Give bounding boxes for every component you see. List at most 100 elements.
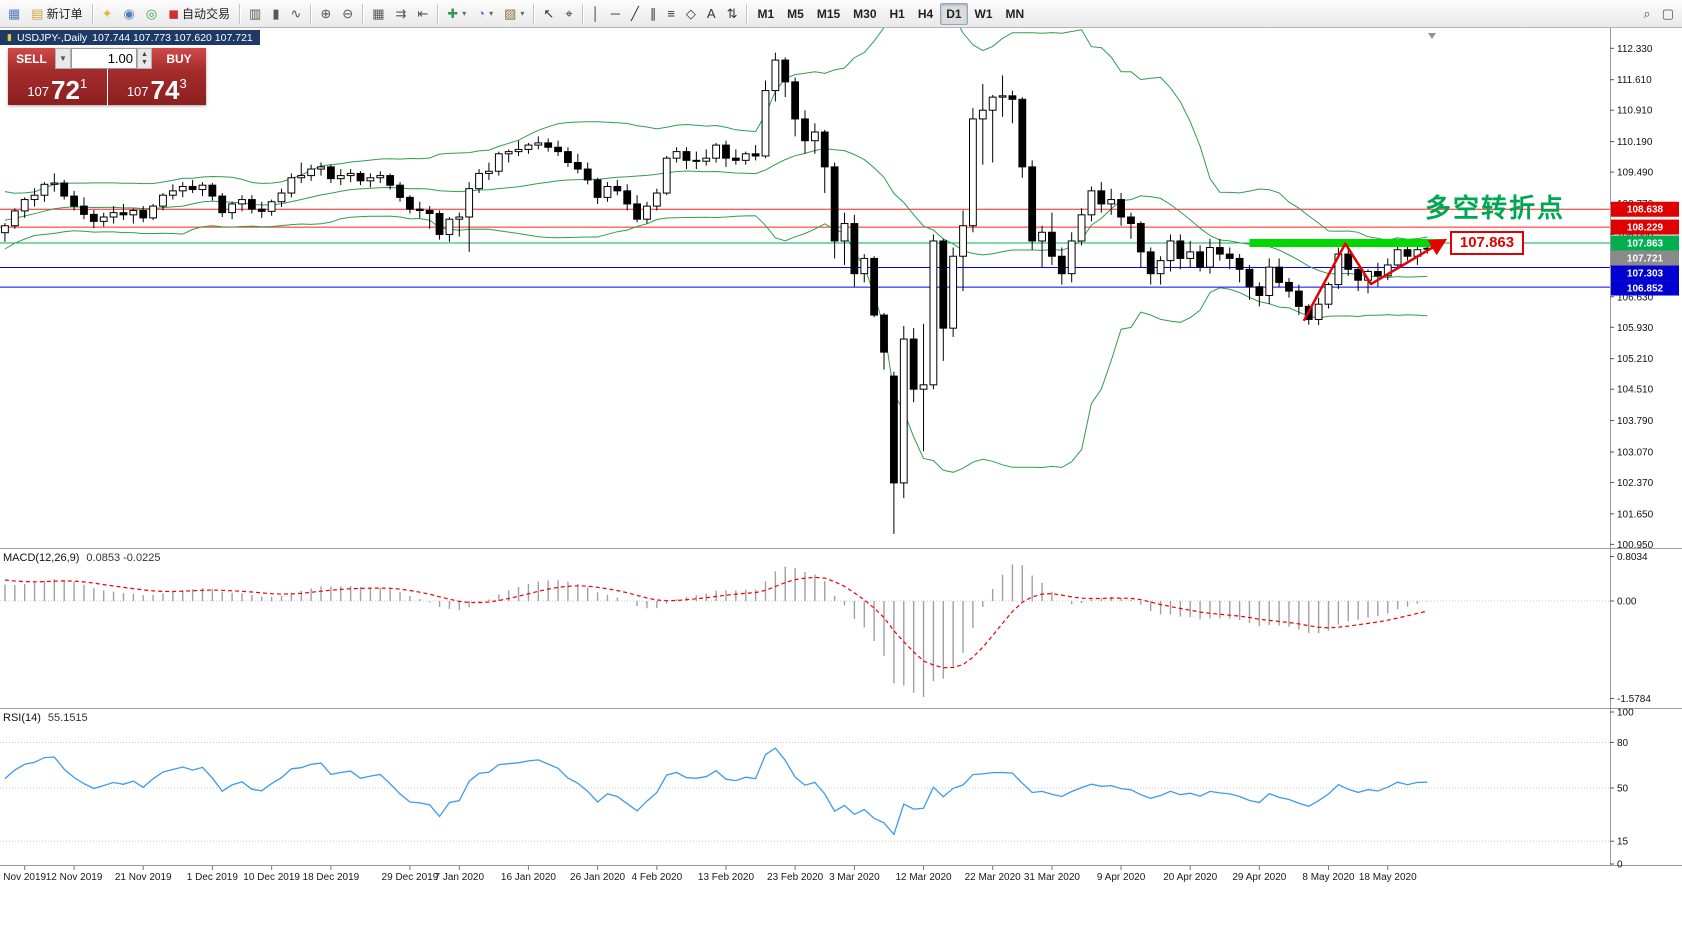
crosshair-icon[interactable]: ⌖ (560, 3, 577, 25)
arrows-icon[interactable]: ⇅ (722, 3, 743, 25)
fibonacci-icon[interactable]: ≡ (662, 3, 680, 25)
toolbar-separator (581, 3, 583, 24)
date-axis-label: 16 Jan 2020 (501, 872, 556, 883)
dropdown-caret-icon: ▾ (520, 9, 525, 18)
channel-icon[interactable]: ∥ (645, 3, 662, 25)
timeframe-h4[interactable]: H4 (912, 3, 939, 25)
timeframe-m5[interactable]: M5 (781, 3, 810, 25)
macd-panel[interactable] (0, 549, 1610, 708)
macd-values: 0.0853 -0.0225 (86, 552, 161, 564)
cursor-icon: ↖ (543, 6, 555, 21)
date-axis-label: 7 Jan 2020 (435, 872, 485, 883)
new-order-button-label: 新订单 (46, 7, 83, 21)
price-axis-label: 106.630 (1617, 292, 1654, 303)
horizontal-line-icon: ─ (610, 6, 620, 21)
rsi-panel[interactable] (0, 709, 1610, 865)
crosshair-icon: ⌖ (565, 6, 573, 21)
search-icon[interactable]: ⌕ (1638, 3, 1655, 25)
buy-button[interactable]: BUY (152, 48, 206, 69)
cursor-icon[interactable]: ↖ (538, 3, 559, 25)
timeframe-m1[interactable]: M1 (751, 3, 780, 25)
indicators-button[interactable]: ✚ ▾ (442, 3, 471, 25)
date-axis-label: 4 Feb 2020 (632, 872, 683, 883)
macd-axis-label: 0.00 (1617, 597, 1637, 608)
timeframe-m15[interactable]: M15 (811, 3, 846, 25)
vertical-line-icon[interactable]: │ (587, 3, 605, 25)
date-axis-label: 3 Mar 2020 (829, 872, 880, 883)
price-tag: 108.638 (1611, 201, 1679, 217)
sell-button[interactable]: SELL (8, 48, 55, 69)
tile-windows-icon[interactable]: ▦ (367, 3, 389, 25)
templates-icon: ▨ (504, 6, 517, 21)
periods-button[interactable]: ◔ ▾ (472, 3, 498, 25)
buy-price[interactable]: 107 74 3 (107, 69, 206, 105)
chart-canvas[interactable]: 112.330111.610110.910110.190109.490108.7… (0, 28, 1682, 951)
candlestick-chart-icon[interactable]: ▮ (267, 3, 284, 25)
chart-shift-icon[interactable]: ⇤ (412, 3, 433, 25)
chart-window-icon[interactable]: ▦ (3, 3, 25, 25)
timeframe-mn[interactable]: MN (1000, 3, 1031, 25)
sell-price-prefix: 107 (27, 84, 50, 99)
date-axis-label: 23 Feb 2020 (767, 872, 824, 883)
timeframe-d1[interactable]: D1 (940, 2, 968, 25)
trendline-icon[interactable]: ╱ (626, 3, 644, 25)
date-axis-label: 26 Jan 2020 (570, 872, 625, 883)
zoom-in-icon: ⊕ (320, 6, 332, 21)
text-icon[interactable]: A (702, 3, 721, 25)
tile-windows-icon: ▦ (372, 6, 385, 21)
stepper-down-icon[interactable]: ▼ (141, 58, 148, 66)
chart-title-bar[interactable]: ▮ USDJPY-,Daily 107.744 107.773 107.620 … (0, 30, 260, 45)
price-axis-label: 103.070 (1617, 447, 1654, 458)
trend-arrow-annotation[interactable] (1302, 238, 1448, 322)
buy-price-pipette: 3 (179, 76, 187, 91)
auto-scroll-icon: ⇉ (395, 6, 407, 21)
macd-histogram (4, 564, 1428, 697)
community-icon[interactable]: ◎ (141, 3, 162, 25)
metaeditor-icon: ✦ (101, 6, 113, 21)
new-order-icon: ▤ (31, 6, 44, 21)
rsi-value: 55.1515 (47, 712, 88, 724)
metaeditor-icon[interactable]: ✦ (97, 3, 118, 25)
search-icon: ⌕ (1643, 6, 1651, 21)
line-chart-icon[interactable]: ∿ (285, 3, 306, 25)
timeframe-w1[interactable]: W1 (969, 3, 999, 25)
date-axis-label: 18 Dec 2019 (303, 872, 360, 883)
turning-point-annotation[interactable]: 多空转折点 (1424, 193, 1565, 223)
macd-name: MACD(12,26,9) (3, 552, 80, 564)
svg-text:108.229: 108.229 (1627, 223, 1664, 234)
price-chart-plot[interactable] (0, 28, 1610, 548)
zoom-in-icon[interactable]: ⊕ (315, 3, 336, 25)
price-axis-label: 109.490 (1617, 168, 1654, 179)
vertical-line-icon: │ (591, 6, 600, 21)
price-axis-label: 110.190 (1617, 137, 1653, 148)
bar-chart-icon[interactable]: ▥ (244, 3, 266, 25)
stepper-up-icon[interactable]: ▲ (141, 50, 148, 58)
timeframe-m30[interactable]: M30 (847, 3, 882, 25)
autotrading-button[interactable]: ◼ 自动交易 (163, 3, 235, 25)
sell-price[interactable]: 107 72 1 (8, 69, 107, 105)
sell-price-pipette: 1 (79, 76, 88, 91)
autotrading-button-label: 自动交易 (182, 7, 231, 21)
fibonacci-icon: ≡ (667, 6, 675, 21)
price-axis-label: 104.510 (1617, 385, 1654, 396)
order-type-caret-icon[interactable]: ▼ (55, 48, 71, 69)
timeframe-d1-label: D1 (946, 6, 962, 21)
timeframe-h4-label: H4 (917, 6, 934, 21)
zoom-out-icon[interactable]: ⊖ (337, 3, 358, 25)
templates-button[interactable]: ▨ ▾ (499, 3, 529, 25)
shapes-icon[interactable]: ◇ (681, 3, 701, 25)
level-price-label[interactable]: 107.863 (1450, 231, 1524, 255)
chart-shift-marker-icon[interactable] (1428, 33, 1436, 39)
macd-signal-line (4, 576, 1428, 669)
volume-stepper[interactable]: ▲ ▼ (137, 48, 152, 69)
svg-text:107.863: 107.863 (1627, 239, 1664, 250)
profile-icon[interactable]: ◉ (119, 3, 140, 25)
timeframe-h1[interactable]: H1 (884, 3, 911, 25)
price-tag: 107.863 (1611, 235, 1679, 251)
volume-input[interactable] (71, 48, 137, 69)
auto-scroll-icon[interactable]: ⇉ (390, 3, 411, 25)
new-order-button[interactable]: ▤ 新订单 (26, 3, 87, 25)
horizontal-line-icon[interactable]: ─ (606, 3, 625, 25)
layout-icon[interactable]: ▢ (1657, 3, 1679, 25)
rsi-axis-label: 0 (1617, 860, 1623, 871)
